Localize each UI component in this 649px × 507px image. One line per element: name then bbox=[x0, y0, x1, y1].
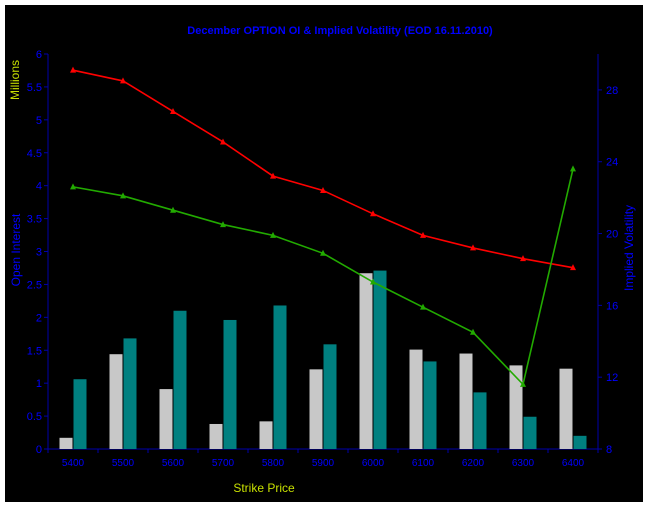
line-point-2-6300 bbox=[520, 380, 526, 387]
left-tick-label: 4 bbox=[36, 181, 42, 193]
bar-series-2-5400 bbox=[73, 379, 87, 449]
right-tick-label: 12 bbox=[606, 372, 618, 384]
bar-series-1-6200 bbox=[459, 353, 473, 449]
line-point-1-6300 bbox=[520, 255, 526, 262]
line-point-1-5400 bbox=[70, 66, 76, 73]
left-tick-label: 3.5 bbox=[27, 214, 42, 226]
bar-series-1-5900 bbox=[309, 369, 323, 449]
line-point-1-6400 bbox=[570, 264, 576, 271]
line-point-2-6100 bbox=[420, 303, 426, 310]
bar-series-2-5600 bbox=[173, 310, 187, 449]
line-point-2-5600 bbox=[170, 206, 176, 213]
x-tick-label-6300: 6300 bbox=[512, 458, 535, 469]
line-point-1-6200 bbox=[470, 244, 476, 251]
bar-series-1-5700 bbox=[209, 423, 223, 449]
right-axis-title: Implied Volatility bbox=[622, 205, 636, 291]
bar-series-2-5500 bbox=[123, 338, 137, 449]
left-tick-label: 4.5 bbox=[27, 148, 42, 160]
bar-series-2-6200 bbox=[473, 392, 487, 449]
x-tick-label-5600: 5600 bbox=[162, 458, 185, 469]
right-tick-label: 16 bbox=[606, 300, 618, 312]
bar-series-1-5500 bbox=[109, 354, 123, 449]
x-tick-label-5500: 5500 bbox=[112, 458, 135, 469]
line-point-1-5500 bbox=[120, 77, 126, 84]
line-point-2-6400 bbox=[570, 165, 576, 172]
right-tick-labels: 8 12 16 20 24 28 bbox=[598, 85, 618, 456]
bar-series-2-6000 bbox=[373, 270, 387, 449]
right-tick-label: 20 bbox=[606, 229, 618, 241]
left-axis-title: Open Interest bbox=[9, 213, 23, 286]
bar-series-2-5700 bbox=[223, 319, 237, 449]
x-tick-labels: 5400 5500 5600 5700 5800 5900 6000 6100 6200 6300… bbox=[47, 449, 599, 469]
left-tick-label: 3 bbox=[36, 247, 42, 259]
line-point-2-5400 bbox=[70, 183, 76, 190]
line-point-1-5700 bbox=[220, 138, 226, 145]
bar-series-2-6300 bbox=[523, 416, 537, 449]
bar-series-2-6400 bbox=[573, 435, 587, 449]
bar-series-1-6300 bbox=[509, 365, 523, 449]
x-tick-label-5700: 5700 bbox=[212, 458, 235, 469]
left-tick-label: 5 bbox=[36, 115, 42, 127]
right-tick-label: 28 bbox=[606, 85, 618, 97]
left-tick-label: 2 bbox=[36, 312, 42, 324]
line-point-1-5600 bbox=[170, 107, 176, 114]
line-point-2-5700 bbox=[220, 221, 226, 228]
x-tick-label-6400: 6400 bbox=[562, 458, 585, 469]
bar-series-2-5900 bbox=[323, 344, 337, 449]
left-tick-label: 1.5 bbox=[27, 345, 42, 357]
left-tick-label: 0.5 bbox=[27, 411, 42, 423]
x-tick-label-6000: 6000 bbox=[362, 458, 385, 469]
bar-series-2-6100 bbox=[423, 361, 437, 449]
x-tick-label-6100: 6100 bbox=[412, 458, 435, 469]
left-axis-unit: Millions bbox=[8, 60, 22, 100]
line-point-1-5900 bbox=[320, 186, 326, 193]
chart-title: December OPTION OI & Implied Volatility … bbox=[187, 25, 493, 37]
lines-group bbox=[70, 66, 576, 387]
line-point-2-6200 bbox=[470, 328, 476, 335]
bar-series-1-6000 bbox=[359, 273, 373, 449]
bar-series-2-5800 bbox=[273, 305, 287, 449]
left-tick-label: 2.5 bbox=[27, 279, 42, 291]
left-tick-label: 5.5 bbox=[27, 82, 42, 94]
bar-series-1-6400 bbox=[559, 368, 573, 449]
left-tick-labels: 0 0.5 1 1.5 2 2.5 3 3.5 4 4.5 5 5.5 6 bbox=[27, 49, 48, 456]
x-axis-title: Strike Price bbox=[233, 481, 295, 495]
left-tick-label: 0 bbox=[36, 444, 42, 456]
line-point-2-6000 bbox=[370, 278, 376, 285]
line-point-1-5800 bbox=[270, 172, 276, 179]
x-tick-label-5900: 5900 bbox=[312, 458, 335, 469]
line-point-2-5800 bbox=[270, 231, 276, 238]
bar-series-1-5800 bbox=[259, 421, 273, 449]
x-tick-label-6200: 6200 bbox=[462, 458, 485, 469]
line-point-2-5900 bbox=[320, 249, 326, 256]
bar-series-1-5600 bbox=[159, 389, 173, 449]
line-point-2-5500 bbox=[120, 192, 126, 199]
left-tick-label: 1 bbox=[36, 378, 42, 390]
x-tick-label-5800: 5800 bbox=[262, 458, 285, 469]
left-tick-label: 6 bbox=[36, 49, 42, 61]
line-point-1-6000 bbox=[370, 210, 376, 217]
line-point-1-6100 bbox=[420, 231, 426, 238]
bar-series-1-5400 bbox=[59, 437, 73, 449]
bar-series-1-6100 bbox=[409, 349, 423, 449]
right-tick-label: 24 bbox=[606, 157, 618, 169]
x-tick-label-5400: 5400 bbox=[62, 458, 85, 469]
right-tick-label: 8 bbox=[606, 444, 612, 456]
bars-group bbox=[59, 270, 587, 449]
